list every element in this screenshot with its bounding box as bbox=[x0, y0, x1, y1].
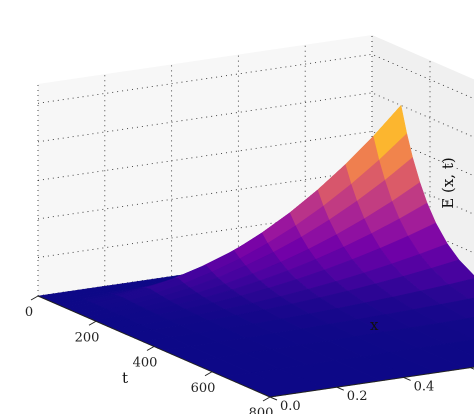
surface-cell-17-8 bbox=[445, 339, 474, 357]
surface-cell-16-10 bbox=[466, 317, 474, 323]
x-tick-mark-1 bbox=[336, 386, 344, 391]
x-tick-mark-0 bbox=[269, 396, 278, 401]
t-axis-label: t bbox=[122, 369, 128, 387]
chart-surface bbox=[37, 104, 474, 398]
t-tick-label-2: 400 bbox=[133, 356, 158, 371]
t-tick-label-4: 800 bbox=[249, 406, 274, 414]
t-tick-mark-3 bbox=[204, 371, 213, 377]
t-tick-label-0: 0 bbox=[25, 305, 33, 320]
x-tick-label-2: 0.4 bbox=[414, 379, 435, 394]
t-tick-mark-2 bbox=[146, 346, 155, 351]
z-axis-label: E (x, t) bbox=[439, 157, 457, 208]
t-tick-label-1: 200 bbox=[75, 330, 100, 345]
x-tick-mark-2 bbox=[403, 376, 411, 381]
t-tick-label-3: 600 bbox=[191, 381, 216, 396]
x-tick-label-1: 0.2 bbox=[347, 389, 368, 404]
x-tick-label-0: 0.0 bbox=[280, 399, 301, 414]
t-tick-mark-1 bbox=[88, 320, 97, 326]
x-axis-line bbox=[269, 366, 474, 398]
t-tick-mark-0 bbox=[30, 295, 39, 301]
t-tick-mark-4 bbox=[262, 396, 271, 402]
x-tick-mark-3 bbox=[470, 367, 474, 370]
x-axis-label: x bbox=[370, 316, 379, 334]
chart-axes: 02004006008000.00.20.40.60.81.00.000.010… bbox=[25, 295, 474, 414]
